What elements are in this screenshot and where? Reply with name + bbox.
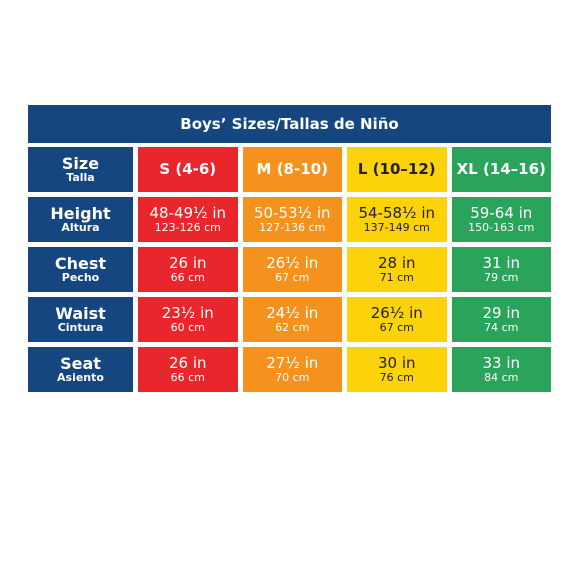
row-label: Seat: [60, 353, 101, 373]
measure-cm: 67 cm: [379, 320, 414, 334]
size-header-cell: XL (14–16): [451, 147, 551, 192]
measure-in: 30 in: [377, 354, 416, 373]
measure-cell: 26 in 66 cm: [138, 347, 238, 392]
measure-cell: 54-58½ in 137-149 cm: [347, 197, 447, 242]
measure-in: 28 in: [377, 254, 416, 273]
measure-cell: 48-49½ in 123-126 cm: [138, 197, 238, 242]
size-header-cell: M (8-10): [242, 147, 342, 192]
measure-in: 54-58½ in: [358, 204, 436, 223]
size-header: M (8-10): [256, 160, 328, 179]
measure-in: 26½ in: [266, 254, 319, 273]
measure-cell: 26½ in 67 cm: [242, 247, 342, 292]
row-label: Waist: [55, 303, 106, 323]
row-sublabel: Altura: [61, 221, 100, 235]
row-sublabel: Pecho: [61, 271, 100, 285]
measure-cell: 33 in 84 cm: [451, 347, 551, 392]
measure-in: 50-53½ in: [253, 204, 331, 223]
size-grid: Size Talla S (4-6) M (8-10) L (10–12) XL (14–…: [28, 147, 551, 392]
size-header: S (4-6): [159, 160, 217, 179]
row-label-cell: Seat Asiento: [28, 347, 133, 392]
measure-in: 31 in: [482, 254, 521, 273]
header-label: Size: [61, 153, 100, 173]
measure-cm: 123-126 cm: [154, 220, 221, 234]
title: Boys’ Sizes/Tallas de Niño: [28, 105, 551, 143]
measure-cm: 150-163 cm: [468, 220, 535, 234]
size-header-cell: S (4-6): [138, 147, 238, 192]
measure-in: 23½ in: [161, 304, 214, 323]
measure-cm: 127-136 cm: [259, 220, 326, 234]
measure-cell: 30 in 76 cm: [347, 347, 447, 392]
measure-cm: 67 cm: [275, 270, 310, 284]
measure-cm: 79 cm: [484, 270, 519, 284]
row-label: Height: [50, 203, 111, 223]
measure-cell: 24½ in 62 cm: [242, 297, 342, 342]
measure-in: 33 in: [482, 354, 521, 373]
row-label-cell: Waist Cintura: [28, 297, 133, 342]
measure-cm: 66 cm: [170, 270, 205, 284]
measure-in: 24½ in: [266, 304, 319, 323]
measure-cm: 71 cm: [379, 270, 414, 284]
size-header: L (10–12): [357, 160, 436, 179]
measure-in: 29 in: [482, 304, 521, 323]
measure-cm: 66 cm: [170, 370, 205, 384]
measure-cm: 60 cm: [170, 320, 205, 334]
measure-cm: 70 cm: [275, 370, 310, 384]
measure-in: 59-64 in: [470, 204, 533, 223]
measure-cell: 31 in 79 cm: [451, 247, 551, 292]
measure-in: 48-49½ in: [149, 204, 227, 223]
measure-cell: 26 in 66 cm: [138, 247, 238, 292]
measure-cm: 84 cm: [484, 370, 519, 384]
row-sublabel: Cintura: [57, 321, 104, 335]
measure-cell: 26½ in 67 cm: [347, 297, 447, 342]
header-label-cell: Size Talla: [28, 147, 133, 192]
measure-cell: 28 in 71 cm: [347, 247, 447, 292]
measure-cm: 62 cm: [275, 320, 310, 334]
measure-cell: 27½ in 70 cm: [242, 347, 342, 392]
measure-cm: 76 cm: [379, 370, 414, 384]
measure-cm: 137-149 cm: [363, 220, 430, 234]
measure-cell: 50-53½ in 127-136 cm: [242, 197, 342, 242]
row-label-cell: Chest Pecho: [28, 247, 133, 292]
size-chart: Boys’ Sizes/Tallas de Niño Size Talla S (4…: [28, 105, 551, 392]
header-sublabel: Talla: [66, 171, 95, 185]
row-sublabel: Asiento: [57, 371, 104, 385]
row-label: Chest: [54, 253, 107, 273]
measure-cell: 23½ in 60 cm: [138, 297, 238, 342]
measure-in: 26 in: [168, 254, 207, 273]
measure-in: 27½ in: [266, 354, 319, 373]
measure-cm: 74 cm: [484, 320, 519, 334]
measure-in: 26½ in: [370, 304, 423, 323]
row-label-cell: Height Altura: [28, 197, 133, 242]
size-header: XL (14–16): [456, 160, 546, 179]
measure-cell: 29 in 74 cm: [451, 297, 551, 342]
size-header-cell: L (10–12): [347, 147, 447, 192]
measure-cell: 59-64 in 150-163 cm: [451, 197, 551, 242]
measure-in: 26 in: [168, 354, 207, 373]
